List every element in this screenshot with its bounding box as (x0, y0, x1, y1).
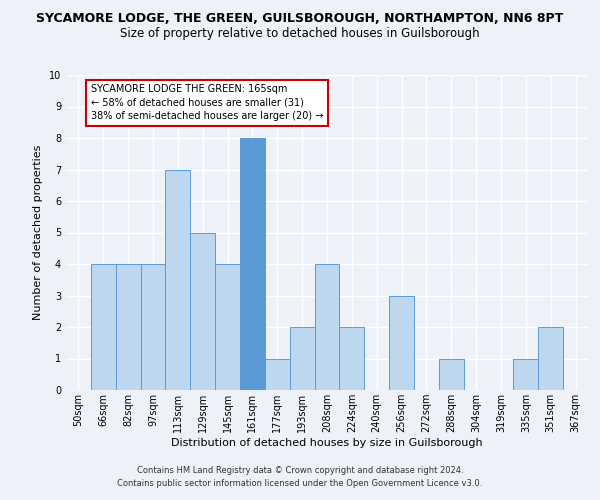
Text: Contains HM Land Registry data © Crown copyright and database right 2024.
Contai: Contains HM Land Registry data © Crown c… (118, 466, 482, 487)
Bar (514, 358, 538, 390)
Y-axis label: Number of detached properties: Number of detached properties (34, 145, 43, 320)
Bar (240, 138, 265, 390)
Bar (538, 327, 563, 390)
Bar (116, 264, 140, 390)
Bar (314, 264, 340, 390)
Bar (439, 358, 464, 390)
Bar (91, 264, 116, 390)
Text: SYCAMORE LODGE THE GREEN: 165sqm
← 58% of detached houses are smaller (31)
38% o: SYCAMORE LODGE THE GREEN: 165sqm ← 58% o… (91, 84, 323, 121)
Bar (265, 358, 290, 390)
Bar (215, 264, 240, 390)
Bar (389, 296, 414, 390)
Text: Size of property relative to detached houses in Guilsborough: Size of property relative to detached ho… (120, 28, 480, 40)
X-axis label: Distribution of detached houses by size in Guilsborough: Distribution of detached houses by size … (171, 438, 483, 448)
Bar (140, 264, 166, 390)
Bar (290, 327, 314, 390)
Text: SYCAMORE LODGE, THE GREEN, GUILSBOROUGH, NORTHAMPTON, NN6 8PT: SYCAMORE LODGE, THE GREEN, GUILSBOROUGH,… (37, 12, 563, 26)
Bar (166, 170, 190, 390)
Bar (190, 232, 215, 390)
Bar (340, 327, 364, 390)
